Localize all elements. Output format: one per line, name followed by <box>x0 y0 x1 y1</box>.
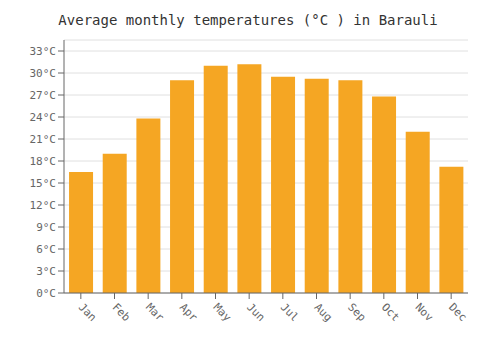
svg-text:27°C: 27°C <box>30 89 57 102</box>
svg-text:Sep: Sep <box>345 301 368 324</box>
svg-text:Feb: Feb <box>110 301 133 324</box>
svg-text:12°C: 12°C <box>30 199 57 212</box>
svg-text:Jun: Jun <box>244 301 267 324</box>
svg-text:21°C: 21°C <box>30 133 57 146</box>
svg-text:9°C: 9°C <box>36 221 56 234</box>
svg-text:Nov: Nov <box>413 301 437 325</box>
svg-text:15°C: 15°C <box>30 177 57 190</box>
svg-text:Mar: Mar <box>143 301 167 325</box>
html-text:Average monthly temperatures (: Average monthly temperatures (°C ) in Ba… <box>58 12 438 28</box>
svg-text:Oct: Oct <box>379 301 402 324</box>
svg-text:Jan: Jan <box>76 301 99 324</box>
svg-text:Apr: Apr <box>177 301 201 325</box>
svg-text:30°C: 30°C <box>30 67 57 80</box>
svg-text:6°C: 6°C <box>36 243 56 256</box>
svg-text:May: May <box>211 301 235 325</box>
svg-text:3°C: 3°C <box>36 265 56 278</box>
svg-text:Aug: Aug <box>312 301 335 324</box>
svg-text:0°C: 0°C <box>36 287 56 300</box>
svg-text:24°C: 24°C <box>30 111 57 124</box>
svg-text:Dec: Dec <box>446 301 469 324</box>
svg-text:Jul: Jul <box>278 301 301 324</box>
svg-text:18°C: 18°C <box>30 155 57 168</box>
svg-text:33°C: 33°C <box>30 45 57 58</box>
